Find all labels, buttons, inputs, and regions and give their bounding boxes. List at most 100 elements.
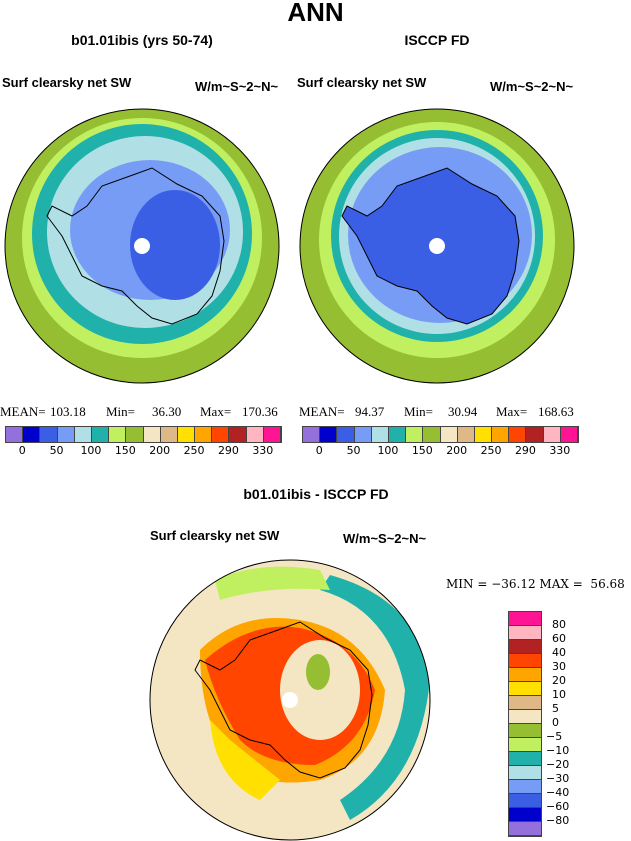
colorbar-box [143,427,161,442]
colorbar-box [246,427,264,442]
colorbar-box [526,427,544,442]
colorbar-box [560,427,578,442]
colorbar-label: −80 [546,814,570,827]
colorbar-box [91,427,110,442]
colorbar-label: 330 [549,444,571,457]
colorbar-box [371,427,389,442]
colorbar-box [440,427,458,442]
min-label: Min= [106,404,136,419]
colorbar-label: 50 [346,444,361,457]
colorbar-box [509,794,541,808]
colorbar-label: 200 [446,444,468,457]
colorbar-label: 150 [114,444,136,457]
panel1-colorbar [5,426,282,443]
panel3-colorbar [508,611,542,837]
colorbar-label: 150 [411,444,433,457]
colorbar-box [492,427,510,442]
figure-title: ANN [287,0,344,27]
colorbar-label: 250 [183,444,205,457]
max-value: 170.36 [242,404,278,419]
colorbar-label: 5 [552,702,559,715]
colorbar-box [474,427,493,442]
panel2-variable: Surf clearsky net SW [297,75,427,90]
map-difference [150,560,430,840]
colorbar-label: 290 [217,444,239,457]
min-label: Min= [404,404,434,419]
colorbar-label: −30 [546,772,570,785]
colorbar-label: −20 [546,758,570,771]
colorbar-box [509,682,541,696]
panel1-title: b01.01ibis (yrs 50-74) [71,32,213,48]
colorbar-box [509,808,541,822]
colorbar-label: 0 [552,716,559,729]
max-label: Max= [200,404,232,419]
colorbar-box [423,427,441,442]
mean-label: MEAN= [299,404,345,419]
colorbar-box [509,427,527,442]
colorbar-label: 330 [252,444,274,457]
colorbar-box [23,427,41,442]
colorbar-label: −5 [546,730,563,743]
colorbar-box [177,427,196,442]
colorbar-box [406,427,424,442]
panel3-stats: MIN = −36.12 MAX = 56.68 [446,577,625,591]
colorbar-label: 10 [552,688,566,701]
map-obs [300,109,574,383]
panel2-colorbar [302,426,579,443]
map-model [5,109,279,383]
panel2-units: W/m~S~2~N~ [490,79,574,94]
colorbar-label: 200 [149,444,171,457]
colorbar-box [509,612,541,626]
colorbar-box [509,640,541,654]
colorbar-label: −60 [546,800,570,813]
colorbar-box [509,696,541,710]
colorbar-label: −40 [546,786,570,799]
panel3-units: W/m~S~2~N~ [343,531,427,546]
colorbar-box [509,780,541,794]
colorbar-box [229,427,247,442]
colorbar-box [109,427,127,442]
colorbar-box [509,766,541,780]
colorbar-label: 20 [552,674,566,687]
colorbar-box [388,427,407,442]
colorbar-box [509,724,541,738]
colorbar-box [509,710,541,724]
colorbar-box [337,427,355,442]
colorbar-box [354,427,372,442]
colorbar-box [509,752,541,766]
colorbar-label: 80 [552,618,566,631]
min-value: 36.30 [152,404,182,419]
colorbar-box [509,738,541,752]
colorbar-label: 40 [552,646,566,659]
mean-value: 103.18 [50,404,86,419]
panel1-variable: Surf clearsky net SW [2,75,132,90]
colorbar-label: 100 [80,444,102,457]
max-value: 168.63 [538,404,574,419]
colorbar-box [509,668,541,682]
colorbar-label: 0 [315,444,323,457]
colorbar-box [543,427,561,442]
colorbar-label: 50 [49,444,64,457]
colorbar-label: −10 [546,744,570,757]
colorbar-box [74,427,92,442]
colorbar-box [57,427,75,442]
colorbar-box [509,626,541,640]
colorbar-box [509,654,541,668]
colorbar-box [212,427,230,442]
colorbar-label: 100 [377,444,399,457]
colorbar-box [303,427,321,442]
colorbar-box [126,427,144,442]
panel2-title: ISCCP FD [404,32,470,48]
mean-value: 94.37 [355,404,385,419]
colorbar-box [263,427,281,442]
panel1-units: W/m~S~2~N~ [195,79,279,94]
colorbar-label: 0 [18,444,26,457]
colorbar-box [509,822,541,836]
colorbar-label: 60 [552,632,566,645]
colorbar-box [195,427,213,442]
colorbar-box [6,427,24,442]
min-value: 30.94 [448,404,478,419]
colorbar-label: 250 [480,444,502,457]
